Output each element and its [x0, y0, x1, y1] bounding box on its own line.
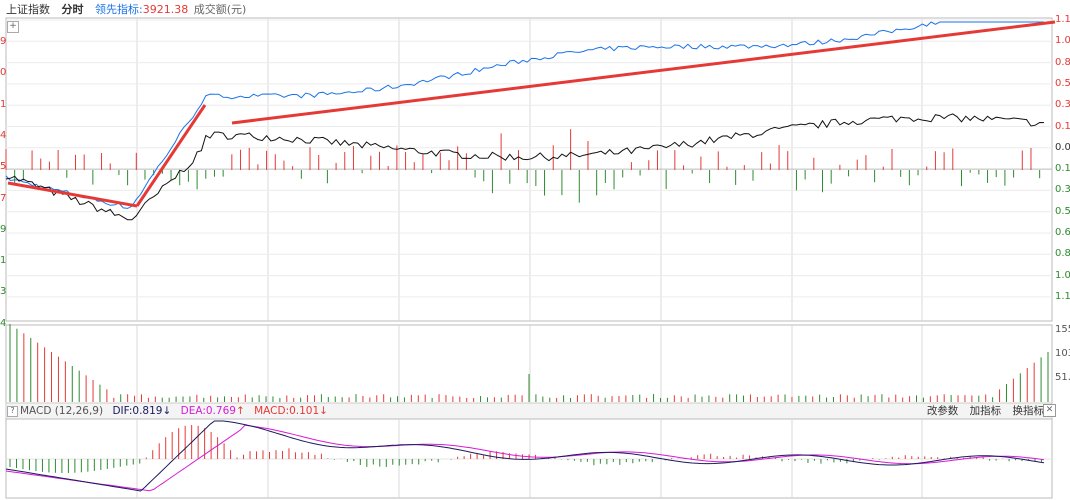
right-axis-price-label: 0.1 [1055, 163, 1070, 175]
dea-value: 0.769 [205, 405, 236, 417]
left-axis-label: 7 [0, 192, 7, 204]
change-params-button[interactable]: 改参数 [926, 405, 959, 417]
tab-intraday[interactable]: 分时 [61, 3, 84, 16]
left-axis-label: 0 [0, 67, 7, 79]
volume-label: 成交额(元) [193, 3, 247, 16]
right-axis-price-label: 1.1 [1055, 14, 1070, 25]
dif-arrow: ↓ [162, 405, 172, 417]
indicator-icon[interactable]: ? [7, 406, 18, 417]
dea-arrow: ↑ [235, 405, 245, 417]
left-axis-label: 4 [0, 129, 7, 141]
right-axis-volume-label: 51. [1055, 372, 1070, 383]
macd-toolbar: 改参数 加指标 换指标 [919, 404, 1044, 418]
right-axis-price-label: 0.5 [1055, 205, 1070, 217]
left-axis-label: 9 [0, 223, 7, 235]
macd-indicator-name[interactable]: MACD (12,26,9) [20, 405, 104, 417]
close-icon[interactable]: ✕ [1043, 404, 1056, 417]
dif-readout: DIF:0.819↓ [112, 405, 171, 417]
leader-label: 领先指标: [95, 3, 143, 16]
right-axis-price-label: 0.6 [1055, 227, 1070, 238]
left-axis-label: 9 [0, 36, 7, 47]
macd-label: MACD: [254, 405, 290, 417]
right-axis-price-label: 0.8 [1055, 248, 1070, 260]
left-axis-label: 1 [0, 255, 7, 267]
left-axis-label: 4 [0, 317, 7, 329]
macd-header: MACD (12,26,9) DIF:0.819↓ DEA:0.769↑ MAC… [20, 404, 334, 418]
macd-readout: MACD:0.101↓ [254, 405, 328, 417]
dea-label: DEA: [180, 405, 206, 417]
trend-line-up [231, 20, 1056, 125]
trend-line-down [7, 181, 138, 208]
left-axis-label: 1 [0, 98, 7, 110]
dea-readout: DEA:0.769↑ [181, 405, 245, 417]
right-axis-price-label: 0.3 [1055, 99, 1070, 111]
right-axis-price-label: 0.3 [1055, 184, 1070, 196]
right-axis-price-label: 1.1 [1055, 290, 1070, 302]
right-axis-price-label: 0.1 [1055, 120, 1070, 132]
left-axis-label: 3 [0, 286, 7, 298]
index-name: 上证指数 [6, 3, 50, 16]
leader-indicator: 领先指标:3921.38 [95, 3, 188, 16]
price-line [5, 113, 1045, 221]
leader-value: 3921.38 [142, 3, 189, 16]
leader-line [5, 21, 1044, 209]
right-axis-price-label: 0.0 [1055, 141, 1070, 153]
right-axis-price-label: 1.0 [1055, 269, 1070, 281]
add-indicator-button[interactable]: 加指标 [969, 405, 1002, 417]
plus-icon[interactable]: + [7, 21, 19, 33]
right-axis-volume-label: 155 [1055, 324, 1070, 335]
dif-label: DIF: [112, 405, 133, 417]
macd-value: 0.101 [289, 405, 320, 417]
right-axis-price-label: 0.5 [1055, 77, 1070, 89]
dif-value: 0.819 [132, 405, 163, 417]
macd-arrow: ↓ [319, 405, 328, 417]
right-axis-price-label: 1.0 [1055, 35, 1070, 47]
switch-indicator-button[interactable]: 换指标 [1012, 405, 1045, 417]
right-axis-price-label: 0.8 [1055, 56, 1070, 68]
trend-line-rise [135, 104, 207, 207]
chart-header: 上证指数 分时 领先指标:3921.38 成交额(元) [6, 2, 254, 18]
dea-line [5, 424, 1045, 492]
right-axis-volume-label: 103 [1055, 348, 1070, 359]
dif-line [5, 420, 1045, 492]
left-axis-label: 5 [0, 161, 7, 173]
